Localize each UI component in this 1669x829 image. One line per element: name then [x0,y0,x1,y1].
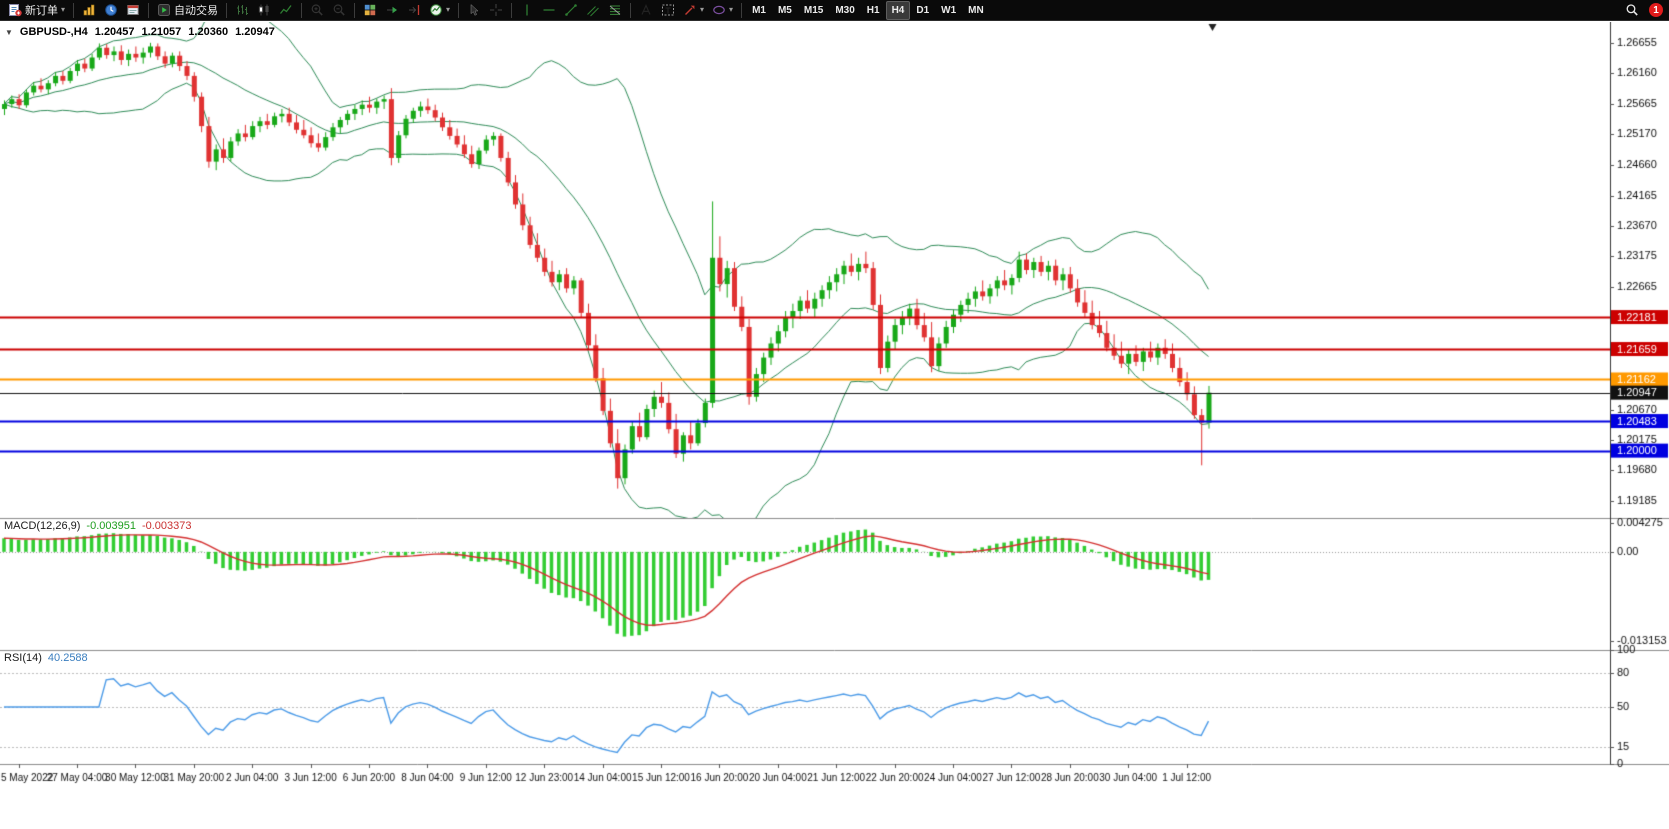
tile-grid-icon [363,3,377,17]
crosshair-icon [489,3,503,17]
timeframe-h4-button-label: H4 [891,4,905,16]
zoom-in-button[interactable] [306,1,328,20]
arrows-button[interactable]: ▾ [679,1,708,20]
hline-icon [542,3,556,17]
charts-menu-button[interactable] [78,1,100,20]
timeframe-m30-button-label: M30 [835,4,855,16]
new-order-button[interactable]: 新订单 ▾ [4,1,69,20]
timeframe-m1-button[interactable]: M1 [746,1,772,20]
indicator-icon [429,3,443,17]
candles-icon [257,3,271,17]
crosshair-button[interactable] [485,1,507,20]
timeframe-d1-button[interactable]: D1 [910,1,935,20]
cursor-icon [467,3,481,17]
timeframe-h4-button[interactable]: H4 [885,0,911,20]
toolbar-separator [354,2,356,18]
timeframe-d1-button-label: D1 [916,4,930,16]
toolbar-separator [630,2,632,18]
bar-chart-button[interactable] [231,1,253,20]
timeframe-mn-button[interactable]: MN [962,1,990,20]
toolbar: 新订单 ▾ 自动交易 ▾ ▾ ▾ M1 M5 M15 M30 H1 H4 D1 W1 MN 1 [0,0,1669,21]
timeframe-m15-button[interactable]: M15 [798,1,829,20]
autotrade-icon [157,3,171,17]
chevron-down-icon: ▾ [700,5,705,14]
toolbar-separator [511,2,513,18]
shapes-button[interactable]: ▾ [708,1,737,20]
chart-shift-icon [407,3,421,17]
chevron-down-icon: ▾ [729,5,734,14]
new-order-icon [8,3,22,17]
timeframe-w1-button[interactable]: W1 [935,1,962,20]
channel-button[interactable] [582,1,604,20]
chevron-down-icon: ▾ [446,5,451,14]
magnifier-icon [1625,3,1639,17]
bars-icon [235,3,249,17]
search-button[interactable] [1621,1,1643,20]
text-a-icon [639,3,653,17]
line-chart-button[interactable] [275,1,297,20]
timeframe-m5-button-label: M5 [777,4,792,16]
toolbar-separator [741,2,743,18]
toolbar-separator [301,2,303,18]
timeframe-m15-button-label: M15 [803,4,824,16]
timeframe-mn-button-label: MN [968,4,984,16]
trendline-icon [564,3,578,17]
line-chart-icon [279,3,293,17]
notification-badge[interactable]: 1 [1649,3,1663,17]
indicators-button[interactable]: ▾ [425,1,454,20]
chevron-down-icon: ▾ [61,5,66,14]
chart-shift-button[interactable] [403,1,425,20]
toolbar-separator [148,2,150,18]
terminal-red-icon [126,3,140,17]
fibonacci-icon [608,3,622,17]
vertical-line-button[interactable] [516,1,538,20]
price-chart-canvas[interactable] [0,22,1669,829]
timeframe-h1-button[interactable]: H1 [861,1,886,20]
cursor-button[interactable] [463,1,485,20]
ellipse-icon [712,3,726,17]
timeframe-w1-button-label: W1 [941,4,957,16]
label-button[interactable] [657,1,679,20]
toolbar-right: 1 [1621,1,1663,20]
text-button[interactable] [635,1,657,20]
autotrading-button-label: 自动交易 [174,5,219,17]
arrow-obj-icon [683,3,697,17]
text-t-icon [661,3,675,17]
new-order-button-label: 新订单 [25,5,58,17]
clock-blue-icon [104,3,118,17]
horizontal-line-button[interactable] [538,1,560,20]
vline-icon [520,3,534,17]
timeframe-m1-button-label: M1 [752,4,766,16]
timeframe-m5-button[interactable]: M5 [772,1,798,20]
toolbar-separator [73,2,75,18]
trendline-button[interactable] [560,1,582,20]
chart-window [0,22,1669,829]
toolbar-separator [226,2,228,18]
timeframe-h1-button-label: H1 [866,4,880,16]
one-click-trading-toggle[interactable]: ▼ [5,27,13,37]
toolbar-groups: 新订单 ▾ 自动交易 ▾ ▾ ▾ M1 M5 M15 M30 H1 H4 D1 W1 MN [4,0,1621,20]
terminal-button[interactable] [122,1,144,20]
auto-scroll-button[interactable] [381,1,403,20]
market-watch-button[interactable] [100,1,122,20]
toolbar-separator [458,2,460,18]
autotrading-button[interactable]: 自动交易 [153,1,222,20]
auto-scroll-icon [385,3,399,17]
chart-gold-icon [82,3,96,17]
zoom-out-icon [332,3,346,17]
tile-windows-button[interactable] [359,1,381,20]
zoom-out-button[interactable] [328,1,350,20]
zoom-in-icon [310,3,324,17]
fibonacci-button[interactable] [604,1,626,20]
candlestick-chart-button[interactable] [253,1,275,20]
channel-icon [586,3,600,17]
timeframe-m30-button[interactable]: M30 [829,1,860,20]
